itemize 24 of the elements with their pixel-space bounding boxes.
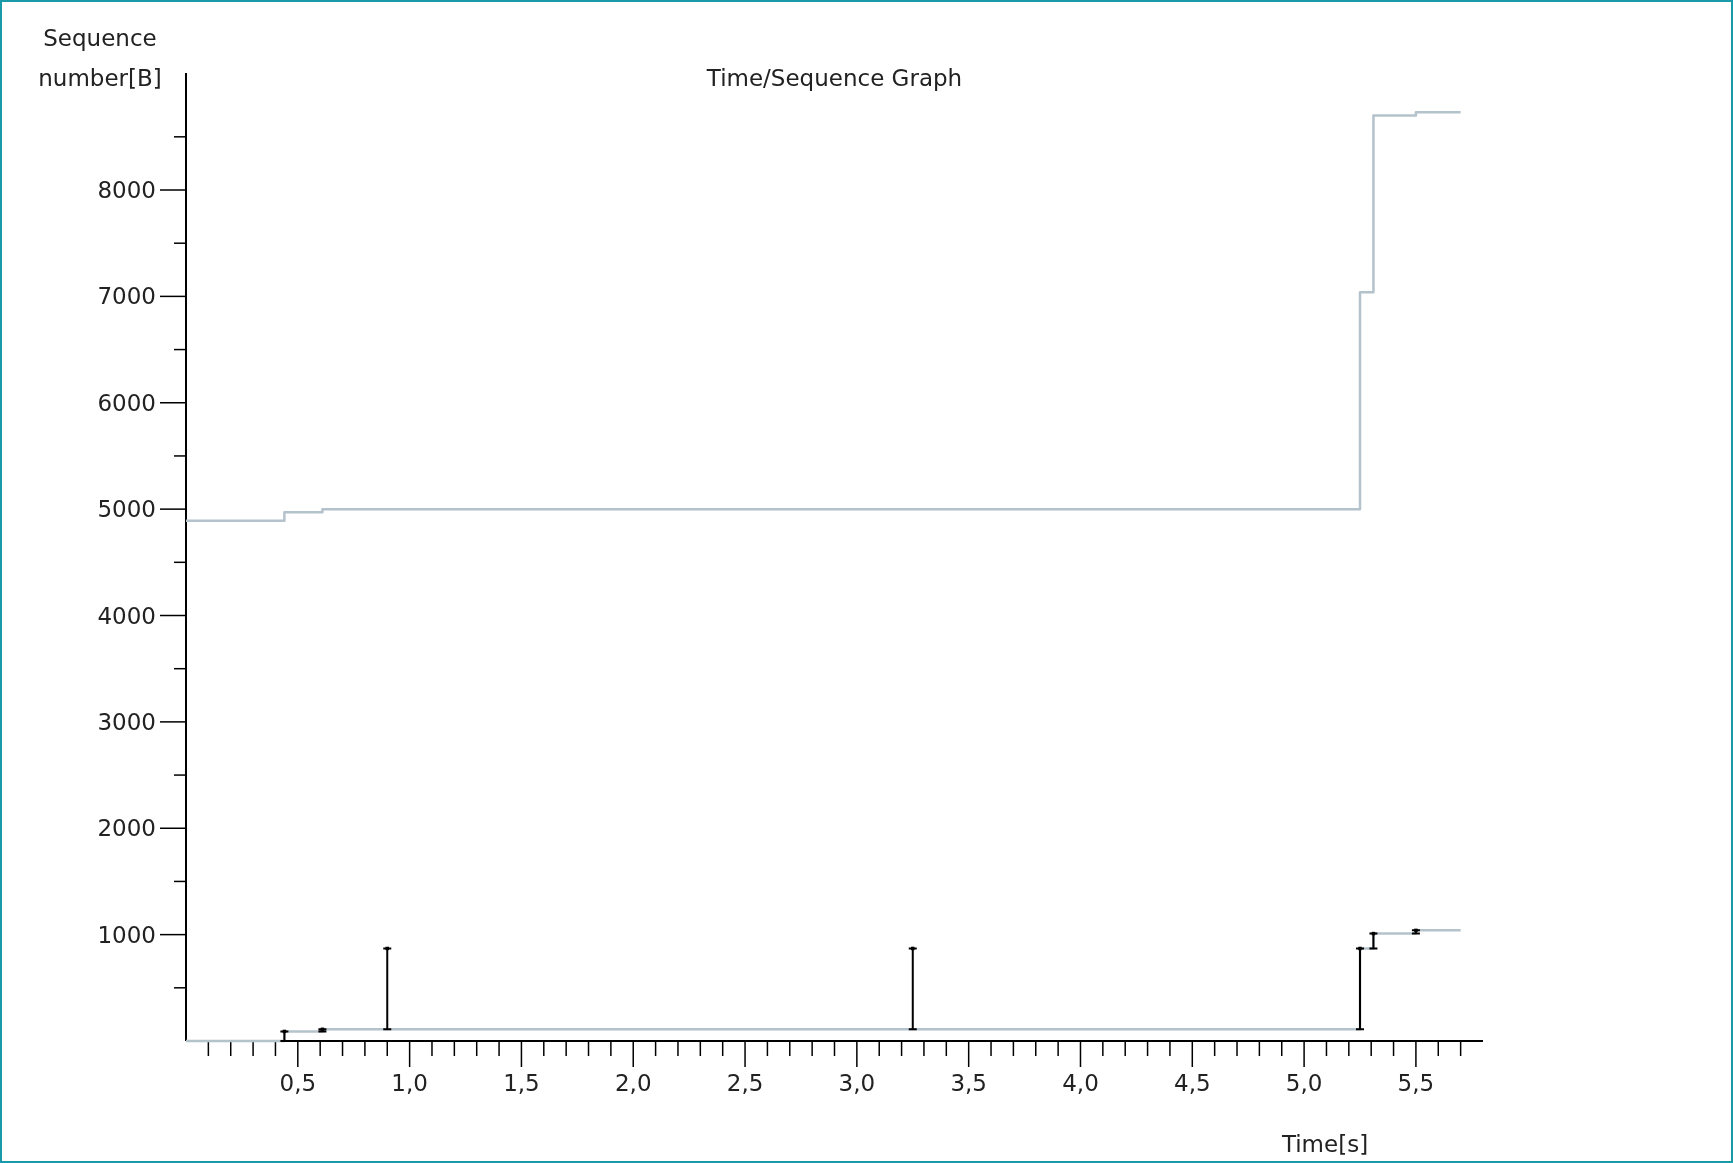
y-axis-title: Sequence number[B]: [38, 25, 162, 91]
x-tick-label: 3,5: [950, 1070, 987, 1096]
x-axis-title: Time[s]: [1280, 1131, 1369, 1157]
y-tick-label: 6000: [97, 389, 156, 416]
x-tick-label: 3,0: [838, 1070, 876, 1096]
chart-title: Time/Sequence Graph: [705, 65, 963, 91]
point: [1414, 928, 1418, 933]
x-tick-label: 4,0: [1062, 1070, 1099, 1096]
x-tick-label: 1,5: [503, 1070, 540, 1096]
y-tick-label: 1000: [97, 921, 156, 948]
x-tick-label: 2,5: [726, 1070, 764, 1096]
y-tick-label: 2000: [97, 815, 156, 842]
y-tick-label: 3000: [97, 708, 156, 735]
x-tick-label: 5,5: [1397, 1070, 1435, 1096]
x-tick-label: 1,0: [391, 1070, 428, 1096]
x-tick-label: 2,0: [614, 1070, 652, 1096]
y-tick-label: 5000: [97, 496, 156, 523]
y-tick-label: 7000: [97, 283, 156, 310]
point: [1358, 946, 1362, 951]
y-tick-label: 4000: [97, 602, 156, 629]
y-tick-label: 8000: [97, 177, 156, 204]
x-tick-label: 4,5: [1174, 1070, 1211, 1096]
x-tick-label: 5,0: [1285, 1070, 1323, 1096]
x-tick-label: 0,5: [279, 1070, 317, 1096]
